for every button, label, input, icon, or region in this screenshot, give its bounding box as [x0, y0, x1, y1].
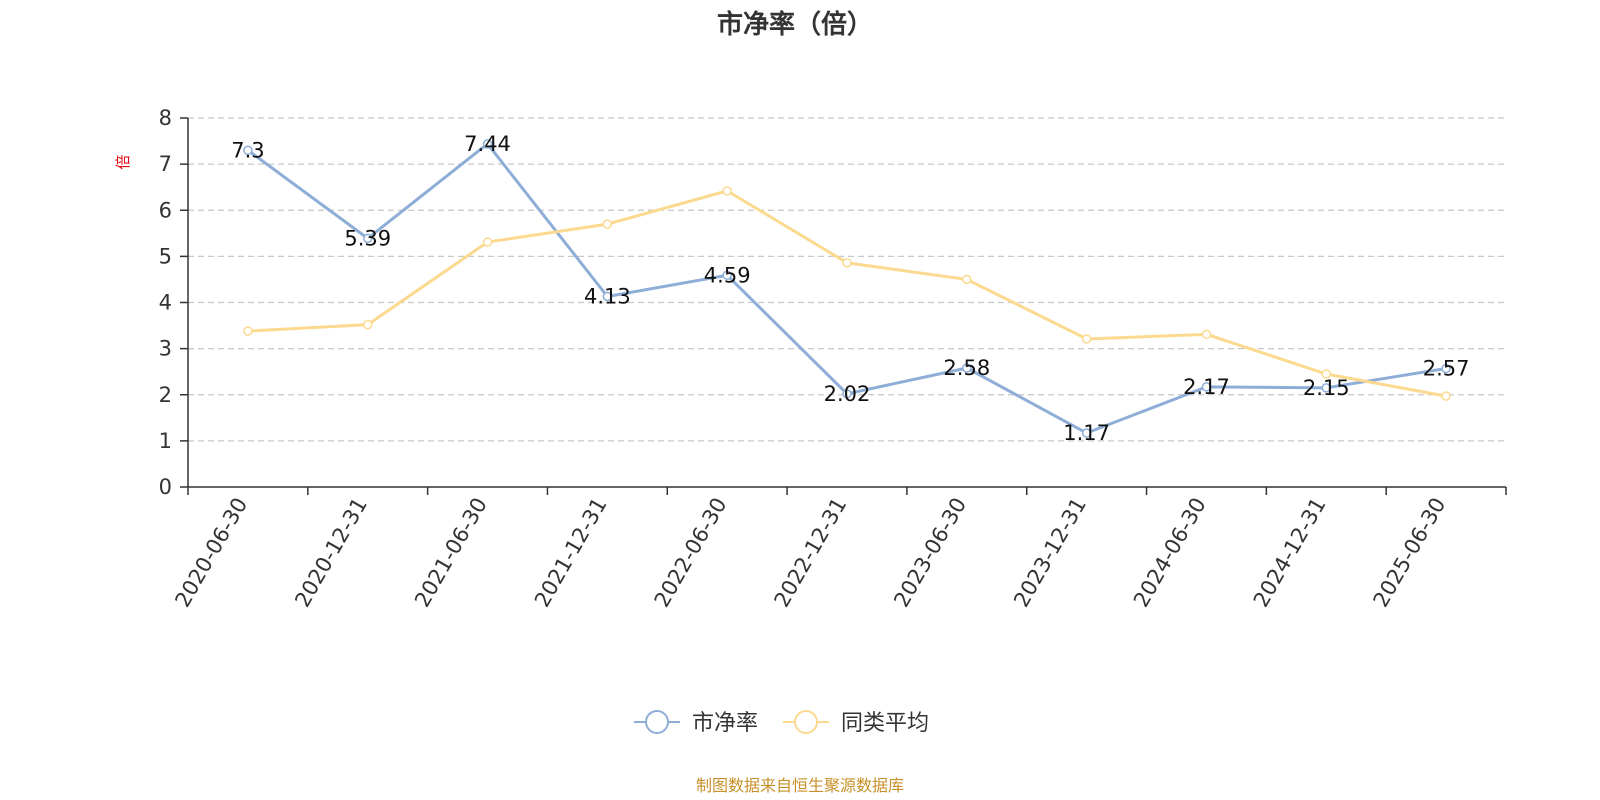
y-tick-label: 2 [159, 383, 172, 407]
data-point [1321, 383, 1332, 393]
data-label: 4.59 [704, 263, 751, 287]
data-label: 2.02 [824, 382, 871, 406]
data-point [362, 233, 373, 244]
data-point [602, 219, 613, 229]
data-point [243, 326, 253, 336]
data-label: 4.13 [584, 285, 631, 309]
data-label: 2.58 [943, 356, 990, 380]
y-tick-label: 8 [159, 106, 172, 130]
x-tick-label: 2021-06-30 [410, 493, 492, 611]
data-point [602, 291, 613, 302]
data-point [243, 145, 253, 156]
data-point [842, 258, 852, 268]
legend-marker-icon [794, 710, 818, 734]
data-labels: 7.3 5.39 7.44 4.13 4.59 2.02 2.58 1.17 2.17 2.15 2… [231, 132, 1469, 445]
x-tick-label: 2023-12-31 [1009, 494, 1091, 612]
y-tick-label: 5 [159, 244, 172, 268]
data-point [722, 270, 732, 281]
legend-label: 市净率 [692, 711, 758, 736]
data-point [1201, 382, 1212, 392]
data-point [1081, 334, 1092, 344]
data-point [722, 186, 732, 196]
x-tick-label: 2020-06-30 [170, 494, 252, 612]
data-label: 2.57 [1423, 356, 1470, 380]
x-tick-label: 2024-06-30 [1129, 494, 1211, 612]
data-point [482, 139, 493, 149]
y-axis-unit-label: 倍 [114, 154, 132, 169]
data-point [1441, 391, 1451, 401]
data-label: 2.15 [1303, 376, 1350, 400]
x-tick-label: 2023-06-30 [889, 493, 971, 611]
y-tick-label: 1 [159, 429, 172, 453]
data-point [1081, 428, 1092, 438]
data-point [482, 237, 493, 247]
legend-marker-icon [645, 710, 669, 734]
data-point [962, 363, 972, 373]
y-tick-label: 6 [159, 198, 172, 222]
chart-title: 市净率（倍） [717, 9, 873, 40]
data-point [1321, 369, 1332, 379]
x-tick-label: 2022-06-30 [650, 494, 732, 612]
axes: 0 1 2 3 4 5 6 7 8 2020-06-30 2020-12-31 2021-06-30 2… [159, 106, 1507, 612]
data-label: 7.3 [231, 138, 264, 162]
data-label: 5.39 [344, 226, 391, 250]
x-tick-label: 2025-06-30 [1369, 494, 1451, 612]
data-source-note: 制图数据来自恒生聚源数据库 [696, 776, 904, 795]
x-tick-label: 2021-12-31 [530, 494, 612, 612]
legend[interactable]: 市净率 同类平均 [634, 710, 929, 736]
data-point [1441, 363, 1451, 374]
data-label: 7.44 [464, 132, 511, 156]
data-label: 2.17 [1183, 375, 1230, 399]
y-tick-label: 7 [159, 152, 172, 176]
y-tick-label: 4 [159, 291, 172, 315]
data-point [962, 274, 972, 285]
y-tick-label: 0 [159, 475, 172, 499]
data-point [362, 319, 373, 330]
data-point [842, 389, 852, 399]
series-lines [243, 139, 1451, 438]
data-label: 1.17 [1063, 421, 1110, 445]
x-tick-label: 2024-12-31 [1249, 494, 1331, 612]
y-tick-label: 3 [159, 337, 172, 361]
x-tick-label: 2022-12-31 [770, 494, 852, 612]
x-tick-label: 2020-12-31 [290, 494, 372, 612]
legend-item-1[interactable]: 同类平均 [783, 710, 929, 736]
legend-item-0[interactable]: 市净率 [634, 710, 758, 736]
data-point [1201, 329, 1212, 340]
legend-label: 同类平均 [841, 711, 929, 736]
series-line-1 [247, 189, 1447, 398]
